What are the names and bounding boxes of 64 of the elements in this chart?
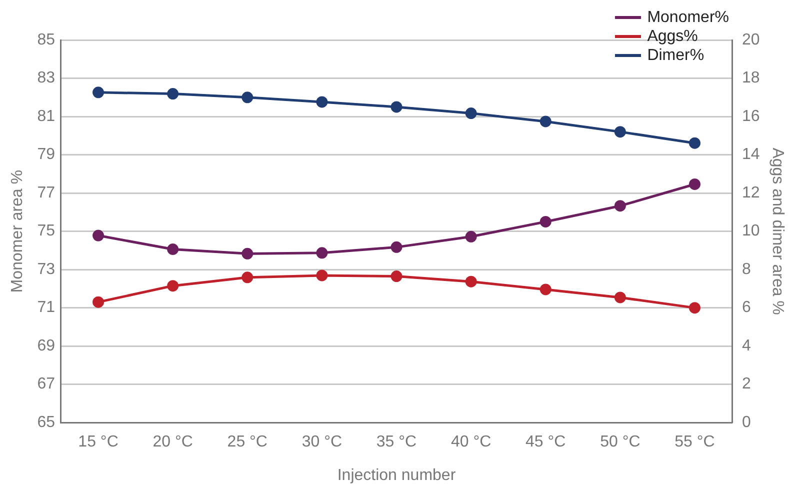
- y-axis-title: Monomer area %: [9, 170, 26, 293]
- y-tick-label: 71: [37, 299, 56, 316]
- point: [316, 247, 328, 259]
- y-tick-label: 83: [37, 70, 56, 87]
- y2-tick-label: 6: [742, 299, 752, 316]
- point: [465, 108, 477, 120]
- x-tick-label: 50 °C: [600, 434, 640, 451]
- point: [316, 96, 328, 108]
- point: [465, 230, 477, 242]
- point: [390, 241, 402, 253]
- y-tick-label: 69: [37, 337, 56, 354]
- point: [167, 280, 179, 292]
- point: [540, 116, 552, 128]
- y2-tick-label: 0: [742, 414, 752, 432]
- y-tick-label: 81: [37, 108, 56, 125]
- point: [390, 270, 402, 282]
- point: [92, 86, 104, 98]
- legend-label: Aggs%: [647, 27, 698, 46]
- x-tick-label: 55 °C: [674, 434, 715, 451]
- legend-label: Dimer%: [647, 46, 704, 65]
- y2-tick-label: 8: [742, 260, 752, 278]
- point: [540, 284, 552, 296]
- point: [167, 244, 179, 256]
- point: [92, 230, 104, 242]
- x-tick-label: 45 °C: [526, 434, 566, 451]
- y2-tick-label: 16: [742, 108, 760, 125]
- y2-tick-label: 20: [742, 31, 760, 48]
- y-tick-label: 77: [37, 184, 56, 202]
- y2-tick-label: 2: [742, 376, 752, 393]
- x-tick-label: 30 °C: [302, 434, 342, 451]
- y-tick-label: 67: [37, 376, 56, 393]
- point: [242, 272, 254, 284]
- y-tick-label: 65: [37, 414, 56, 432]
- point: [614, 292, 626, 304]
- legend-label: Monomer%: [647, 8, 729, 27]
- y2-tick-label: 12: [742, 184, 760, 202]
- point: [540, 216, 552, 228]
- point: [614, 200, 626, 212]
- y2-tick-label: 18: [742, 70, 760, 87]
- x-tick-label: 35 °C: [376, 434, 417, 451]
- point: [390, 101, 402, 113]
- y-tick-label: 73: [37, 260, 56, 278]
- x-tick-label: 20 °C: [152, 434, 193, 451]
- y-tick-label: 79: [37, 146, 56, 164]
- x-tick-label: 15 °C: [78, 434, 118, 451]
- x-axis-title: Injection number: [337, 466, 456, 484]
- point: [688, 137, 700, 149]
- y2-tick-label: 14: [742, 146, 760, 164]
- point: [92, 296, 104, 308]
- y2-tick-label: 10: [742, 222, 760, 240]
- y-tick-label: 85: [37, 31, 56, 48]
- y-tick-label: 75: [37, 222, 56, 240]
- point: [614, 126, 626, 138]
- point: [688, 302, 700, 314]
- point: [242, 92, 254, 104]
- y2-axis-title: Aggs and dimer area %: [768, 148, 786, 315]
- point: [167, 88, 179, 100]
- y2-tick-label: 4: [742, 337, 752, 354]
- point: [316, 270, 328, 282]
- point: [688, 178, 700, 190]
- x-tick-label: 40 °C: [450, 434, 492, 451]
- point: [465, 276, 477, 288]
- x-tick-label: 25 °C: [227, 434, 268, 451]
- point: [242, 248, 254, 260]
